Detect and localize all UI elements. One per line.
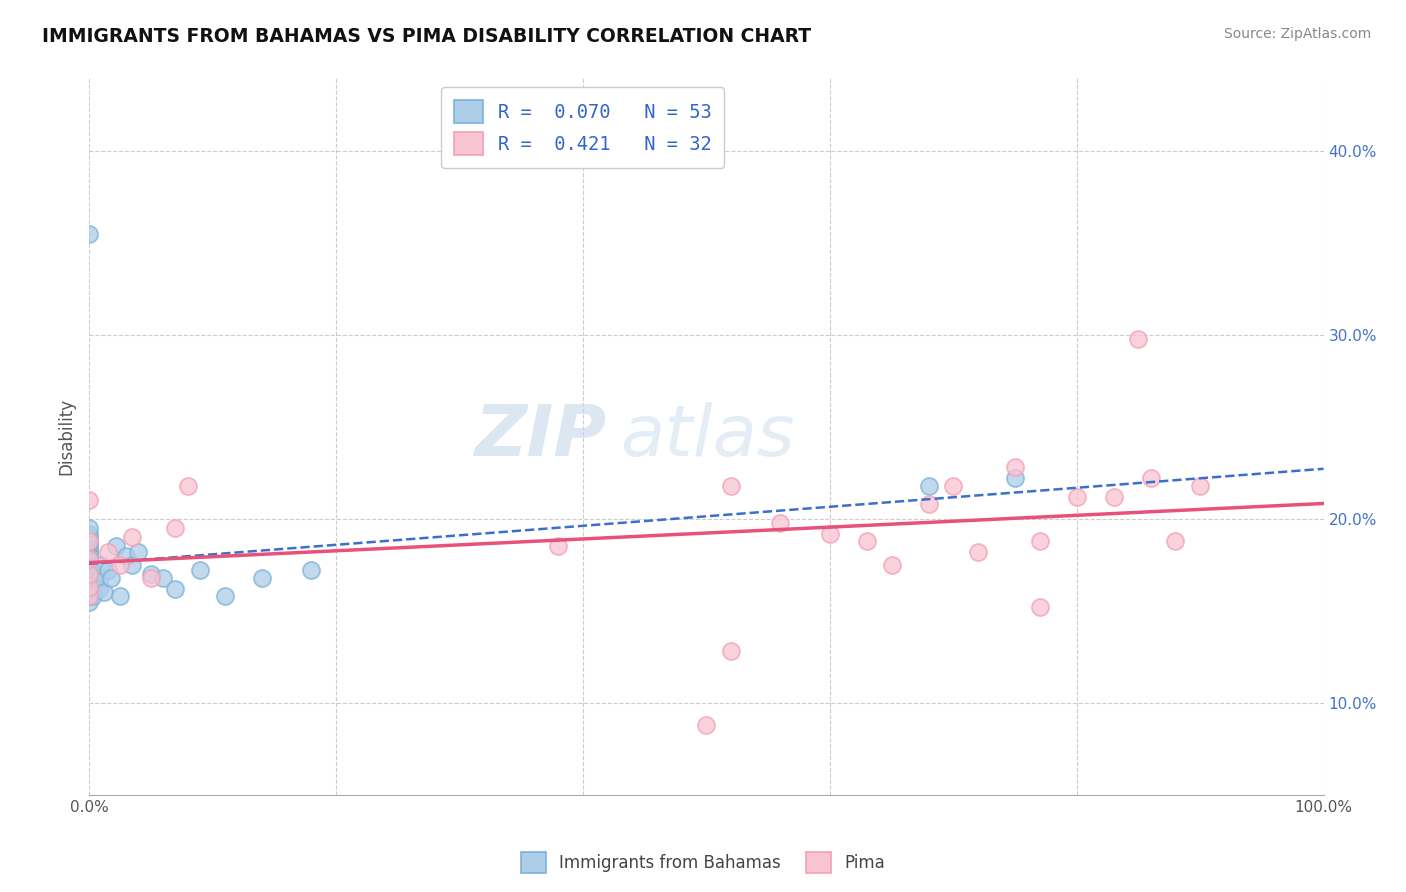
Point	[77, 545, 100, 559]
Point	[1128, 332, 1150, 346]
Point	[77, 227, 100, 241]
Point	[77, 540, 100, 554]
Point	[547, 540, 569, 554]
Point	[97, 545, 120, 559]
Point	[127, 545, 149, 559]
Point	[299, 563, 322, 577]
Point	[77, 594, 100, 608]
Point	[77, 526, 100, 541]
Point	[100, 571, 122, 585]
Point	[77, 571, 100, 585]
Point	[77, 552, 100, 566]
Point	[1102, 490, 1125, 504]
Point	[165, 582, 187, 596]
Point	[1066, 490, 1088, 504]
Point	[77, 558, 100, 572]
Point	[87, 582, 110, 596]
Point	[720, 479, 742, 493]
Point	[77, 547, 100, 561]
Point	[97, 563, 120, 577]
Point	[695, 718, 717, 732]
Point	[86, 567, 108, 582]
Point	[77, 533, 100, 548]
Text: IMMIGRANTS FROM BAHAMAS VS PIMA DISABILITY CORRELATION CHART: IMMIGRANTS FROM BAHAMAS VS PIMA DISABILI…	[42, 27, 811, 45]
Point	[1004, 471, 1026, 485]
Point	[165, 521, 187, 535]
Point	[77, 493, 100, 508]
Point	[1189, 479, 1212, 493]
Point	[77, 556, 100, 570]
Point	[139, 567, 162, 582]
Point	[77, 535, 100, 549]
Point	[77, 573, 100, 587]
Point	[77, 559, 100, 574]
Y-axis label: Disability: Disability	[58, 398, 75, 475]
Point	[818, 526, 841, 541]
Point	[115, 549, 138, 563]
Point	[89, 571, 111, 585]
Point	[77, 561, 100, 575]
Point	[1164, 533, 1187, 548]
Point	[1004, 460, 1026, 475]
Point	[121, 558, 143, 572]
Point	[188, 563, 211, 577]
Text: Source: ZipAtlas.com: Source: ZipAtlas.com	[1223, 27, 1371, 41]
Point	[1139, 471, 1161, 485]
Point	[108, 589, 131, 603]
Point	[1028, 600, 1050, 615]
Point	[77, 549, 100, 563]
Point	[177, 479, 200, 493]
Point	[77, 585, 100, 599]
Point	[105, 540, 128, 554]
Point	[83, 576, 105, 591]
Text: ZIP: ZIP	[475, 401, 607, 471]
Point	[77, 554, 100, 568]
Point	[77, 589, 100, 603]
Point	[967, 545, 990, 559]
Point	[77, 521, 100, 535]
Point	[77, 567, 100, 582]
Point	[77, 576, 100, 591]
Point	[250, 571, 273, 585]
Point	[77, 550, 100, 565]
Point	[77, 552, 100, 566]
Point	[77, 589, 100, 603]
Point	[121, 530, 143, 544]
Point	[942, 479, 965, 493]
Point	[108, 558, 131, 572]
Point	[152, 571, 174, 585]
Point	[917, 479, 939, 493]
Point	[77, 530, 100, 544]
Point	[77, 533, 100, 548]
Point	[77, 563, 100, 577]
Point	[77, 582, 100, 596]
Legend: Immigrants from Bahamas, Pima: Immigrants from Bahamas, Pima	[515, 846, 891, 880]
Point	[77, 580, 100, 594]
Legend: R =  0.070   N = 53, R =  0.421   N = 32: R = 0.070 N = 53, R = 0.421 N = 32	[441, 87, 724, 169]
Point	[856, 533, 879, 548]
Point	[1028, 533, 1050, 548]
Point	[77, 565, 100, 579]
Point	[77, 580, 100, 594]
Point	[917, 497, 939, 511]
Point	[214, 589, 236, 603]
Point	[720, 644, 742, 658]
Point	[139, 571, 162, 585]
Point	[82, 589, 104, 603]
Point	[77, 567, 100, 582]
Point	[769, 516, 792, 530]
Text: atlas: atlas	[620, 401, 794, 471]
Point	[93, 585, 115, 599]
Point	[880, 558, 903, 572]
Point	[77, 538, 100, 552]
Point	[90, 558, 112, 572]
Point	[77, 543, 100, 558]
Point	[77, 574, 100, 589]
